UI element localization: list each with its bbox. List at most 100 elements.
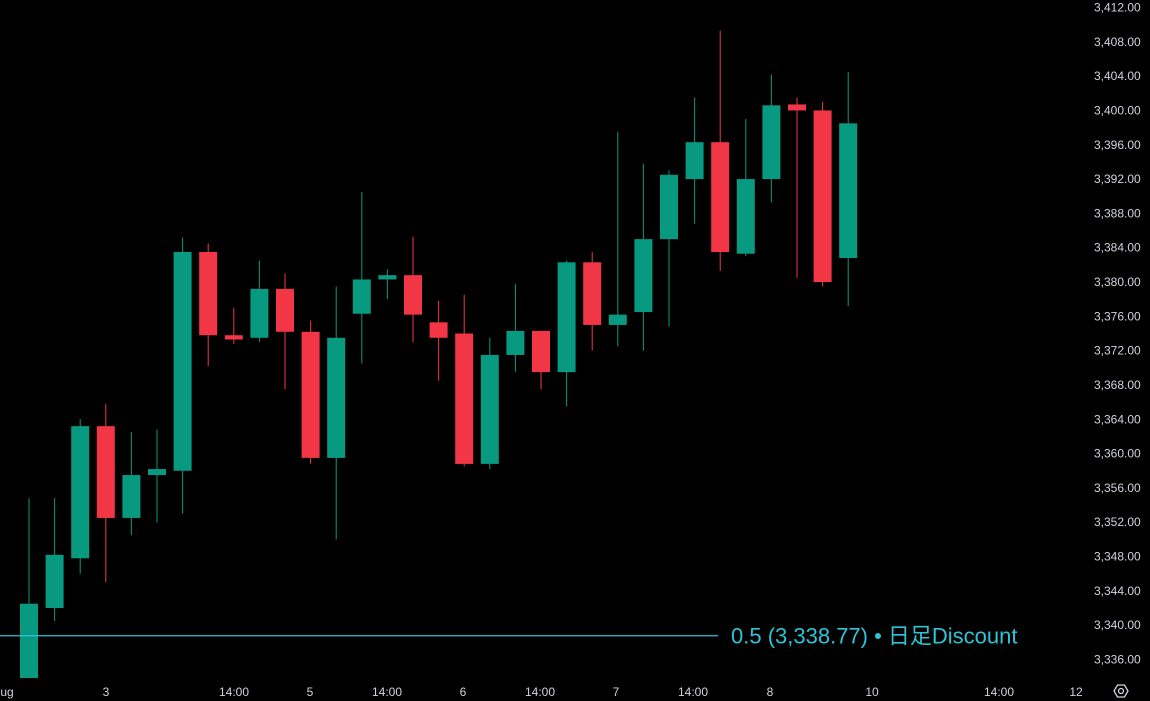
- candle-body: [45, 554, 64, 609]
- candle[interactable]: [480, 337, 499, 470]
- candle[interactable]: [122, 432, 141, 536]
- gear-icon: [1113, 684, 1129, 698]
- candle-body: [762, 105, 781, 180]
- candle-body: [122, 475, 141, 518]
- candle[interactable]: [429, 300, 448, 381]
- candle-body: [148, 469, 166, 476]
- plot-area[interactable]: [20, 30, 858, 701]
- candle[interactable]: [839, 71, 858, 307]
- candle[interactable]: [762, 74, 781, 203]
- candle[interactable]: [608, 131, 627, 347]
- price-tick-label: 3,372.00: [1094, 344, 1141, 358]
- candle[interactable]: [327, 286, 346, 540]
- time-tick-label: 8: [767, 685, 774, 699]
- price-tick-label: 3,348.00: [1094, 550, 1141, 564]
- candle[interactable]: [224, 307, 243, 344]
- candle[interactable]: [199, 243, 218, 367]
- price-tick-label: 3,400.00: [1094, 103, 1141, 117]
- fib-level-line[interactable]: 0.5 (3,338.77) • 日足Discount: [0, 624, 1018, 649]
- time-tick-label: 14:00: [372, 685, 402, 699]
- candle-body: [455, 333, 474, 464]
- candle[interactable]: [276, 273, 294, 390]
- candle[interactable]: [96, 403, 115, 583]
- candle[interactable]: [711, 30, 730, 271]
- candle-body: [660, 174, 678, 240]
- candle-body: [480, 354, 499, 464]
- candle[interactable]: [506, 283, 525, 373]
- candle-body: [327, 337, 346, 458]
- candle[interactable]: [71, 419, 90, 574]
- candle[interactable]: [45, 498, 64, 621]
- candle[interactable]: [736, 119, 755, 257]
- candle[interactable]: [813, 101, 832, 287]
- candle-body: [378, 275, 397, 280]
- candle-body: [711, 142, 730, 252]
- price-tick-label: 3,344.00: [1094, 584, 1141, 598]
- candle-body: [583, 262, 602, 325]
- candle[interactable]: [583, 252, 602, 351]
- price-tick-label: 3,360.00: [1094, 447, 1141, 461]
- candle-body: [301, 331, 320, 458]
- price-tick-label: 3,404.00: [1094, 69, 1141, 83]
- candle[interactable]: [148, 429, 166, 523]
- price-tick-label: 3,392.00: [1094, 172, 1141, 186]
- candle[interactable]: [557, 260, 576, 407]
- time-tick-label: 5: [307, 685, 314, 699]
- candle[interactable]: [301, 320, 320, 464]
- candle-body: [250, 288, 269, 338]
- candle-body: [71, 426, 90, 559]
- candle-body: [634, 239, 653, 313]
- price-tick-label: 3,412.00: [1094, 1, 1141, 15]
- price-tick-label: 3,408.00: [1094, 35, 1141, 49]
- candle-body: [557, 262, 576, 373]
- price-tick-label: 3,380.00: [1094, 275, 1141, 289]
- candle[interactable]: [352, 191, 371, 364]
- time-tick-label: ug: [0, 685, 13, 699]
- candle[interactable]: [250, 260, 269, 343]
- candle[interactable]: [532, 330, 550, 390]
- candle-body: [506, 330, 525, 355]
- time-tick-label: 14:00: [219, 685, 249, 699]
- fib-line-label: 0.5 (3,338.77) • 日足Discount: [731, 624, 1018, 649]
- price-tick-label: 3,396.00: [1094, 138, 1141, 152]
- candle-body: [199, 252, 218, 336]
- time-tick-label: 3: [103, 685, 110, 699]
- price-tick-label: 3,336.00: [1094, 653, 1141, 667]
- candle[interactable]: [404, 236, 422, 343]
- candle-body: [173, 252, 192, 471]
- price-axis[interactable]: 3,336.00 3,340.00 3,344.00 3,348.00 3,352.00…: [1094, 1, 1141, 667]
- candle[interactable]: [634, 163, 653, 351]
- candle-body: [813, 110, 832, 283]
- price-tick-label: 3,368.00: [1094, 378, 1141, 392]
- candle[interactable]: [20, 498, 38, 701]
- candle-body: [429, 322, 448, 338]
- time-tick-label: 12: [1069, 685, 1083, 699]
- price-tick-label: 3,364.00: [1094, 412, 1141, 426]
- candle[interactable]: [455, 294, 474, 467]
- candle-body: [736, 179, 755, 254]
- candle-body: [224, 335, 243, 340]
- time-tick-label: 10: [865, 685, 879, 699]
- candle[interactable]: [173, 237, 192, 514]
- candle-body: [532, 330, 550, 373]
- candle-body: [685, 142, 704, 180]
- candle[interactable]: [685, 97, 704, 224]
- time-axis[interactable]: ug 3 14:00 5 14:00 6 14:00 7 14:00 8 10 14:00 12: [0, 685, 1083, 699]
- candle-body: [788, 104, 806, 111]
- candle[interactable]: [378, 269, 397, 300]
- candle[interactable]: [788, 97, 806, 278]
- candle-body: [96, 426, 115, 518]
- time-tick-label: 7: [613, 685, 620, 699]
- candle-body: [839, 123, 858, 259]
- candle-body: [276, 288, 294, 332]
- price-tick-label: 3,388.00: [1094, 206, 1141, 220]
- candle[interactable]: [660, 170, 678, 327]
- chart-settings-button[interactable]: [1110, 682, 1132, 700]
- price-tick-label: 3,384.00: [1094, 241, 1141, 255]
- candle-body: [352, 279, 371, 314]
- price-tick-label: 3,356.00: [1094, 481, 1141, 495]
- time-tick-label: 14:00: [984, 685, 1014, 699]
- price-tick-label: 3,340.00: [1094, 618, 1141, 632]
- time-tick-label: 14:00: [678, 685, 708, 699]
